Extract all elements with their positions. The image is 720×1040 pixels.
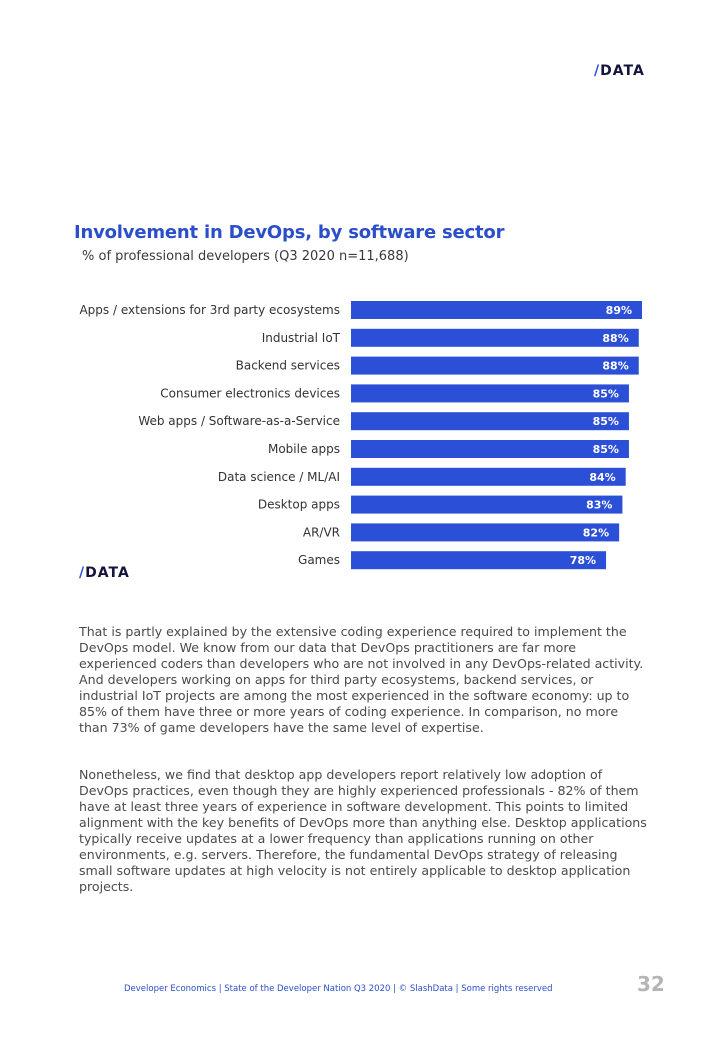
bar [351, 467, 626, 486]
category-label: Desktop apps [258, 498, 340, 512]
data-label: 88% [602, 360, 628, 373]
chart-title: Involvement in DevOps, by software secto… [74, 222, 505, 243]
bar [351, 301, 643, 319]
logo-text: /DATA [79, 565, 130, 581]
logo-text: /DATA [594, 63, 645, 79]
data-label: 78% [570, 554, 596, 567]
bar [351, 440, 629, 458]
data-label: 83% [586, 499, 612, 512]
data-label: 82% [583, 526, 609, 539]
category-label: Apps / extensions for 3rd party ecosyste… [79, 303, 340, 317]
bar [351, 384, 629, 403]
category-label: Industrial IoT [262, 331, 341, 345]
category-label: Mobile apps [268, 442, 340, 456]
bar [351, 328, 639, 347]
page-number: 32 [637, 972, 665, 996]
category-label: Consumer electronics devices [160, 386, 340, 400]
bar [351, 412, 629, 431]
bar [351, 551, 607, 570]
data-label: 89% [606, 304, 632, 317]
bar [351, 523, 620, 542]
bar [351, 495, 623, 514]
chart-subtitle: % of professional developers (Q3 2020 n=… [82, 249, 409, 264]
slashdata-chart-logo: /DATA [79, 565, 130, 581]
slashdata-logo: /DATA [594, 63, 645, 79]
category-label: Web apps / Software-as-a-Service [138, 414, 340, 428]
category-label: Data science / ML/AI [218, 470, 340, 484]
bar [351, 356, 639, 375]
footer-text: Developer Economics | State of the Devel… [124, 984, 553, 994]
data-label: 88% [602, 332, 628, 345]
data-label: 84% [589, 471, 615, 484]
category-label: Backend services [236, 359, 340, 373]
body-paragraph-2: Nonetheless, we find that desktop app de… [79, 767, 647, 894]
data-label: 85% [593, 415, 619, 428]
category-label: Games [298, 553, 340, 567]
data-label: 85% [593, 443, 619, 456]
body-paragraph-1: That is partly explained by the extensiv… [79, 624, 644, 735]
bar-chart: Apps / extensions for 3rd party ecosyste… [79, 301, 643, 570]
data-label: 85% [593, 387, 619, 400]
category-label: AR/VR [303, 525, 340, 539]
